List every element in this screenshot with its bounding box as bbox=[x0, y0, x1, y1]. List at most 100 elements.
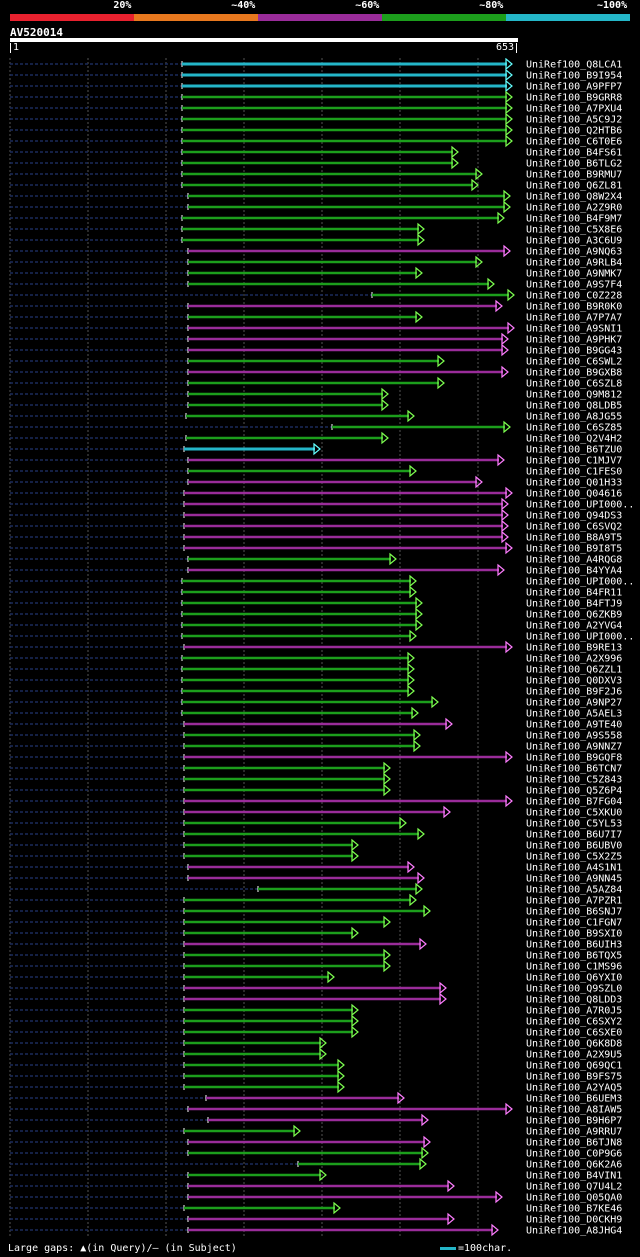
hit-row[interactable]: UniRef100_B6UIH3 bbox=[10, 937, 622, 951]
hit-label[interactable]: UniRef100_A4S1N1 bbox=[526, 863, 622, 874]
hit-label[interactable]: UniRef100_A9NNZ7 bbox=[526, 742, 622, 753]
hit-row[interactable]: UniRef100_C6T0E6 bbox=[10, 134, 622, 148]
hit-label[interactable]: UniRef100_Q8LCA1 bbox=[526, 60, 622, 71]
hit-label[interactable]: UniRef100_B6UEM3 bbox=[526, 1094, 622, 1105]
hit-label[interactable]: UniRef100_A9PFP7 bbox=[526, 82, 622, 93]
hit-label[interactable]: UniRef100_B9GQF8 bbox=[526, 753, 622, 764]
hit-label[interactable]: UniRef100_Q6YXI0 bbox=[526, 973, 622, 984]
hit-row[interactable]: UniRef100_B4FR11 bbox=[10, 585, 622, 599]
hit-label[interactable]: UniRef100_B6SNJ7 bbox=[526, 907, 622, 918]
hit-label[interactable]: UniRef100_B9RMU7 bbox=[526, 170, 622, 181]
hit-row[interactable]: UniRef100_C0P9G6 bbox=[10, 1146, 622, 1160]
hit-label[interactable]: UniRef100_C6T0E6 bbox=[526, 137, 622, 148]
hit-row[interactable]: UniRef100_B9RMU7 bbox=[10, 167, 622, 181]
hit-row[interactable]: UniRef100_A4S1N1 bbox=[10, 860, 622, 874]
hit-label[interactable]: UniRef100_A2Z9R0 bbox=[526, 203, 622, 214]
hit-label[interactable]: UniRef100_B6TCN7 bbox=[526, 764, 622, 775]
hit-row[interactable]: UniRef100_C5YL53 bbox=[10, 816, 622, 830]
hit-row[interactable]: UniRef100_A7PXU4 bbox=[10, 101, 622, 115]
hit-label[interactable]: UniRef100_B6TLG2 bbox=[526, 159, 622, 170]
hit-row[interactable]: UniRef100_A9S7F4 bbox=[10, 277, 622, 291]
hit-row[interactable]: UniRef100_C6SZL8 bbox=[10, 376, 622, 390]
hit-label[interactable]: UniRef100_A7P7A7 bbox=[526, 313, 622, 324]
hit-label[interactable]: UniRef100_C6SVQ2 bbox=[526, 522, 622, 533]
hit-label[interactable]: UniRef100_C5XKU0 bbox=[526, 808, 622, 819]
hit-label[interactable]: UniRef100_C6SXY2 bbox=[526, 1017, 622, 1028]
hit-row[interactable]: UniRef100_B6TLG2 bbox=[10, 156, 622, 170]
hit-row[interactable]: UniRef100_B6UEM3 bbox=[10, 1091, 622, 1105]
hit-label[interactable]: UniRef100_B9I954 bbox=[526, 71, 622, 82]
hit-label[interactable]: UniRef100_Q6K8D8 bbox=[526, 1039, 622, 1050]
hit-row[interactable]: UniRef100_C6SWL2 bbox=[10, 354, 622, 368]
hit-row[interactable]: UniRef100_C5XKU0 bbox=[10, 805, 622, 819]
hit-label[interactable]: UniRef100_A2X9U5 bbox=[526, 1050, 622, 1061]
hit-row[interactable]: UniRef100_Q04616 bbox=[10, 486, 622, 500]
hit-row[interactable]: UniRef100_A9NP27 bbox=[10, 695, 622, 709]
hit-label[interactable]: UniRef100_C6SXE0 bbox=[526, 1028, 622, 1039]
hit-row[interactable]: UniRef100_B9I954 bbox=[10, 68, 622, 82]
hit-row[interactable]: UniRef100_Q94DS3 bbox=[10, 508, 622, 522]
hit-row[interactable]: UniRef100_C5X8E6 bbox=[10, 222, 622, 236]
hit-label[interactable]: UniRef100_Q8W2X4 bbox=[526, 192, 622, 203]
hit-label[interactable]: UniRef100_C1MS96 bbox=[526, 962, 622, 973]
hit-row[interactable]: UniRef100_C6SXY2 bbox=[10, 1014, 622, 1028]
hit-label[interactable]: UniRef100_Q9SZL0 bbox=[526, 984, 622, 995]
hit-row[interactable]: UniRef100_A9NMK7 bbox=[10, 266, 622, 280]
hit-label[interactable]: UniRef100_A7PZR1 bbox=[526, 896, 622, 907]
hit-row[interactable]: UniRef100_B6SNJ7 bbox=[10, 904, 622, 918]
hit-row[interactable]: UniRef100_UPI000.. bbox=[10, 497, 634, 511]
hit-label[interactable]: UniRef100_B8A9T5 bbox=[526, 533, 622, 544]
hit-label[interactable]: UniRef100_A4RQG8 bbox=[526, 555, 622, 566]
hit-label[interactable]: UniRef100_Q04616 bbox=[526, 489, 622, 500]
hit-label[interactable]: UniRef100_A8JHG4 bbox=[526, 1226, 622, 1237]
hit-row[interactable]: UniRef100_Q05QA0 bbox=[10, 1190, 622, 1204]
hit-label[interactable]: UniRef100_B9FS75 bbox=[526, 1072, 622, 1083]
hit-label[interactable]: UniRef100_C6SWL2 bbox=[526, 357, 622, 368]
hit-row[interactable]: UniRef100_Q8W2X4 bbox=[10, 189, 622, 203]
hit-row[interactable]: UniRef100_B9I8T5 bbox=[10, 541, 622, 555]
hit-label[interactable]: UniRef100_A9S7F4 bbox=[526, 280, 622, 291]
hit-label[interactable]: UniRef100_C5YL53 bbox=[526, 819, 622, 830]
hit-row[interactable]: UniRef100_A2X996 bbox=[10, 651, 622, 665]
hit-row[interactable]: UniRef100_C6SXE0 bbox=[10, 1025, 622, 1039]
hit-label[interactable]: UniRef100_D0CKH9 bbox=[526, 1215, 622, 1226]
hit-label[interactable]: UniRef100_B7KE46 bbox=[526, 1204, 622, 1215]
hit-row[interactable]: UniRef100_A5AZ84 bbox=[10, 882, 622, 896]
hit-row[interactable]: UniRef100_UPI000.. bbox=[10, 574, 634, 588]
hit-row[interactable]: UniRef100_B4F9M7 bbox=[10, 211, 622, 225]
hit-label[interactable]: UniRef100_B6TQX5 bbox=[526, 951, 622, 962]
hit-row[interactable]: UniRef100_C5Z843 bbox=[10, 772, 622, 786]
hit-row[interactable]: UniRef100_A7R0J5 bbox=[10, 1003, 622, 1017]
hit-label[interactable]: UniRef100_B9H6P7 bbox=[526, 1116, 622, 1127]
hit-row[interactable]: UniRef100_Q2V4H2 bbox=[10, 431, 622, 445]
hit-row[interactable]: UniRef100_B6UBV0 bbox=[10, 838, 622, 852]
hit-label[interactable]: UniRef100_B4F9M7 bbox=[526, 214, 622, 225]
hit-label[interactable]: UniRef100_B9SXI0 bbox=[526, 929, 622, 940]
hit-label[interactable]: UniRef100_Q94DS3 bbox=[526, 511, 622, 522]
hit-row[interactable]: UniRef100_A9PHK7 bbox=[10, 332, 622, 346]
hit-row[interactable]: UniRef100_B6TCN7 bbox=[10, 761, 622, 775]
hit-row[interactable]: UniRef100_A9PFP7 bbox=[10, 79, 622, 93]
hit-row[interactable]: UniRef100_Q8LDB5 bbox=[10, 398, 622, 412]
hit-row[interactable]: UniRef100_Q9M812 bbox=[10, 387, 622, 401]
hit-row[interactable]: UniRef100_Q9SZL0 bbox=[10, 981, 622, 995]
hit-label[interactable]: UniRef100_Q2HTB6 bbox=[526, 126, 622, 137]
hit-label[interactable]: UniRef100_C0P9G6 bbox=[526, 1149, 622, 1160]
hit-row[interactable]: UniRef100_B6U7I7 bbox=[10, 827, 622, 841]
hit-label[interactable]: UniRef100_B6UBV0 bbox=[526, 841, 622, 852]
hit-label[interactable]: UniRef100_UPI000.. bbox=[526, 632, 634, 643]
hit-label[interactable]: UniRef100_A7PXU4 bbox=[526, 104, 622, 115]
hit-row[interactable]: UniRef100_B6TQX5 bbox=[10, 948, 622, 962]
hit-row[interactable]: UniRef100_C1MJV7 bbox=[10, 453, 622, 467]
hit-label[interactable]: UniRef100_B6U7I7 bbox=[526, 830, 622, 841]
hit-row[interactable]: UniRef100_A8JG55 bbox=[10, 409, 622, 423]
hit-row[interactable]: UniRef100_A9NNZ7 bbox=[10, 739, 622, 753]
hit-row[interactable]: UniRef100_Q0DXV3 bbox=[10, 673, 622, 687]
hit-label[interactable]: UniRef100_C1MJV7 bbox=[526, 456, 622, 467]
hit-label[interactable]: UniRef100_A2YVG4 bbox=[526, 621, 622, 632]
hit-label[interactable]: UniRef100_Q0DXV3 bbox=[526, 676, 622, 687]
hit-label[interactable]: UniRef100_B9I8T5 bbox=[526, 544, 622, 555]
hit-label[interactable]: UniRef100_A7R0J5 bbox=[526, 1006, 622, 1017]
hit-label[interactable]: UniRef100_C1FGN7 bbox=[526, 918, 622, 929]
hit-row[interactable]: UniRef100_Q6K8D8 bbox=[10, 1036, 622, 1050]
